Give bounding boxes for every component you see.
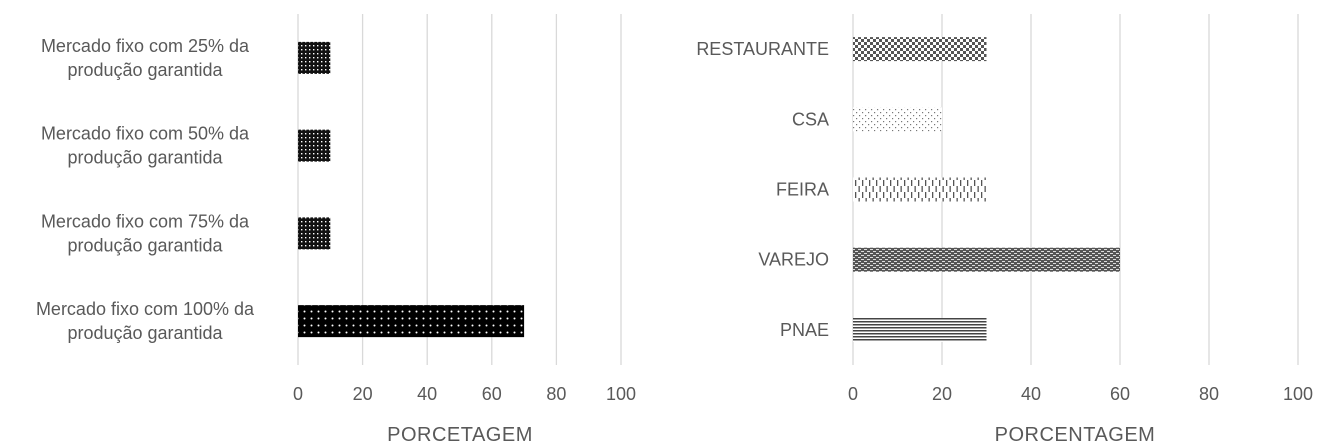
right-x-tick-label: 40 xyxy=(1021,384,1041,404)
left-x-tick-label: 20 xyxy=(353,384,373,404)
right-x-tick-label: 20 xyxy=(932,384,952,404)
left-category-label: Mercado fixo com 100% da produção garanti… xyxy=(36,299,255,343)
left-category-label-line: Mercado fixo com 100% da xyxy=(36,299,255,319)
left-x-tick-label: 40 xyxy=(417,384,437,404)
left-category-label-line: Mercado fixo com 75% da xyxy=(41,211,250,231)
right-category-label: PNAE xyxy=(780,320,829,340)
left-x-tick-label: 0 xyxy=(293,384,303,404)
left-category-label-line: Mercado fixo com 50% da xyxy=(41,124,250,144)
left-bar xyxy=(298,217,331,250)
right-bar xyxy=(853,247,1120,272)
right-bar xyxy=(853,317,987,342)
left-x-tick-label: 60 xyxy=(482,384,502,404)
left-bar xyxy=(298,129,331,162)
left-x-tick-label: 100 xyxy=(606,384,636,404)
left-category-label-line: produção garantida xyxy=(67,235,223,255)
right-x-tick-label: 60 xyxy=(1110,384,1130,404)
right-x-tick-label: 0 xyxy=(848,384,858,404)
right-category-label-line: PNAE xyxy=(780,320,829,340)
right-bar xyxy=(853,107,942,132)
right-x-tick-label: 100 xyxy=(1283,384,1313,404)
right-category-label-line: RESTAURANTE xyxy=(696,39,829,59)
left-category-label: Mercado fixo com 75% da produção garantid… xyxy=(41,211,250,255)
right-category-label: FEIRA xyxy=(776,180,829,200)
right-x-axis-title: PORCENTAGEM xyxy=(995,424,1156,446)
right-category-label-line: VAREJO xyxy=(758,250,829,270)
right-category-label: CSA xyxy=(792,109,829,129)
left-x-axis-title: PORCETAGEM xyxy=(387,424,533,446)
right-category-label: VAREJO xyxy=(758,250,829,270)
right-category-label-line: CSA xyxy=(792,109,829,129)
left-x-tick-label: 80 xyxy=(546,384,566,404)
left-category-label-line: Mercado fixo com 25% da xyxy=(41,36,250,56)
left-category-label-line: produção garantida xyxy=(67,148,223,168)
right-bar-chart: RESTAURANTE CSA FEIRA VAREJO PNAE 0 20 40 60 80 1… xyxy=(696,14,1313,446)
left-category-label: Mercado fixo com 50% da produção garantid… xyxy=(41,124,250,168)
left-category-label: Mercado fixo com 25% da produção garantid… xyxy=(41,36,250,80)
left-bar xyxy=(298,41,331,74)
left-category-label-line: produção garantida xyxy=(67,323,223,343)
right-bar xyxy=(853,37,987,62)
right-category-label: RESTAURANTE xyxy=(696,39,829,59)
right-category-label-line: FEIRA xyxy=(776,180,829,200)
left-category-label-line: produção garantida xyxy=(67,60,223,80)
right-bar xyxy=(853,177,987,202)
right-x-tick-label: 80 xyxy=(1199,384,1219,404)
left-bar xyxy=(298,305,525,338)
left-bar-chart: Mercado fixo com 25% da produção garantid… xyxy=(36,14,636,446)
